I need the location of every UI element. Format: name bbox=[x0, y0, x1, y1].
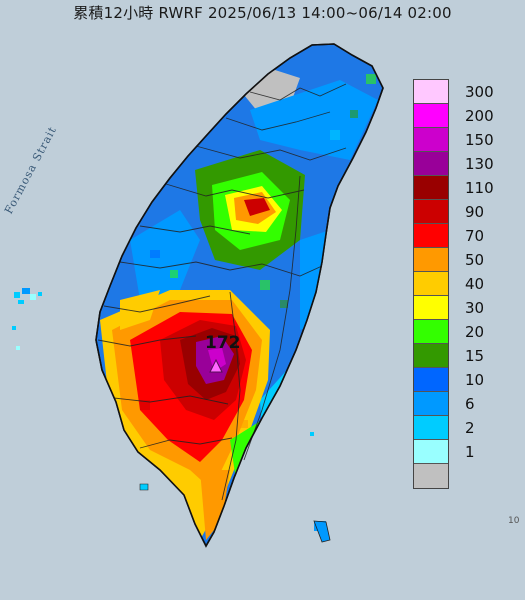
legend-label: 2 bbox=[465, 419, 475, 437]
legend-label: 130 bbox=[465, 155, 494, 173]
legend-label: 110 bbox=[465, 179, 494, 197]
legend-label: 15 bbox=[465, 347, 485, 365]
legend-swatch bbox=[414, 248, 448, 272]
legend-swatch bbox=[414, 368, 448, 392]
legend-swatch bbox=[414, 272, 448, 296]
legend-label: 300 bbox=[465, 83, 494, 101]
legend-label: 1 bbox=[465, 443, 475, 461]
legend-label: 20 bbox=[465, 323, 485, 341]
green-island bbox=[313, 520, 331, 543]
legend-label: 200 bbox=[465, 107, 494, 125]
legend-label: 6 bbox=[465, 395, 475, 413]
legend-label: 90 bbox=[465, 203, 485, 221]
legend-swatch bbox=[414, 152, 448, 176]
max-rainfall-label: 172 bbox=[205, 333, 241, 353]
legend-swatch bbox=[414, 176, 448, 200]
color-legend bbox=[413, 79, 449, 489]
legend-swatch bbox=[414, 104, 448, 128]
county-boundaries bbox=[97, 83, 347, 501]
legend-swatch bbox=[414, 80, 448, 104]
legend-label: 150 bbox=[465, 131, 494, 149]
legend-swatch bbox=[414, 224, 448, 248]
legend-label: 70 bbox=[465, 227, 485, 245]
legend-label: 40 bbox=[465, 275, 485, 293]
legend-swatch bbox=[414, 464, 448, 488]
page-title: 累積12小時 RWRF 2025/06/13 14:00~06/14 02:00 bbox=[73, 4, 452, 22]
legend-label: 50 bbox=[465, 251, 485, 269]
corner-tag: 10 bbox=[508, 516, 520, 526]
legend-label: 30 bbox=[465, 299, 485, 317]
legend-swatch bbox=[414, 440, 448, 464]
legend-swatch bbox=[414, 200, 448, 224]
legend-label: 10 bbox=[465, 371, 485, 389]
legend-swatch bbox=[414, 344, 448, 368]
legend-swatch bbox=[414, 392, 448, 416]
legend-swatch bbox=[414, 296, 448, 320]
xiaoliuqiu-island bbox=[139, 483, 149, 491]
legend-swatch bbox=[414, 320, 448, 344]
legend-swatch bbox=[414, 416, 448, 440]
max-marker-icon bbox=[209, 358, 223, 373]
legend-swatch bbox=[414, 128, 448, 152]
